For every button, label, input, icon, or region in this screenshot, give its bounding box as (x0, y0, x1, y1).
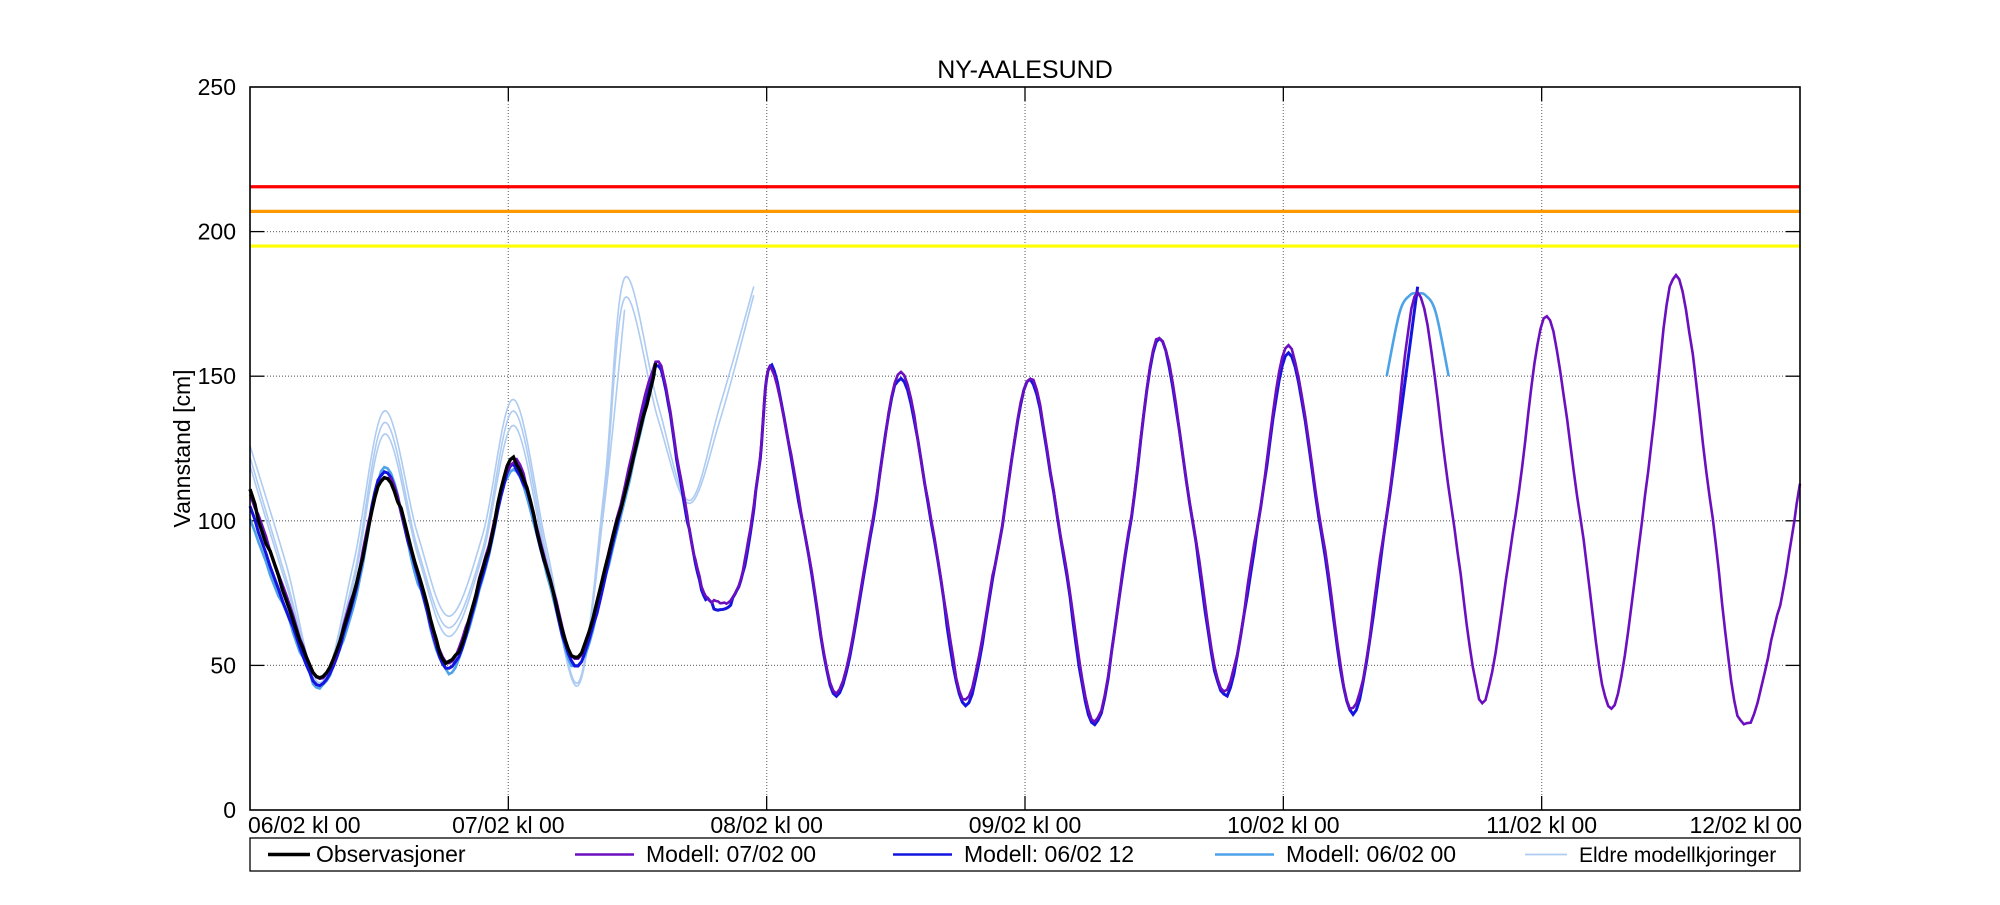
svg-text:Modell: 07/02 00: Modell: 07/02 00 (646, 841, 816, 867)
svg-text:150: 150 (198, 363, 236, 389)
svg-text:11/02 kl 00: 11/02 kl 00 (1486, 812, 1597, 838)
svg-text:07/02 kl 00: 07/02 kl 00 (452, 812, 565, 838)
svg-text:12/02 kl 00: 12/02 kl 00 (1689, 812, 1802, 838)
svg-text:NY-AALESUND: NY-AALESUND (937, 56, 1113, 84)
svg-text:Vannstand [cm]: Vannstand [cm] (169, 369, 195, 527)
svg-text:10/02 kl 00: 10/02 kl 00 (1227, 812, 1340, 838)
svg-text:06/02 kl 00: 06/02 kl 00 (248, 812, 361, 838)
svg-text:Modell: 06/02 12: Modell: 06/02 12 (964, 841, 1134, 867)
svg-text:0: 0 (223, 797, 236, 823)
svg-text:08/02 kl 00: 08/02 kl 00 (710, 812, 823, 838)
svg-text:Modell: 06/02 00: Modell: 06/02 00 (1286, 841, 1456, 867)
svg-text:50: 50 (210, 652, 236, 678)
svg-text:100: 100 (198, 508, 236, 534)
svg-text:Observasjoner: Observasjoner (316, 841, 466, 867)
svg-text:250: 250 (198, 74, 236, 100)
svg-text:200: 200 (198, 219, 236, 245)
svg-text:09/02 kl 00: 09/02 kl 00 (969, 812, 1082, 838)
svg-text:Eldre modellkjoringer: Eldre modellkjoringer (1579, 844, 1776, 867)
